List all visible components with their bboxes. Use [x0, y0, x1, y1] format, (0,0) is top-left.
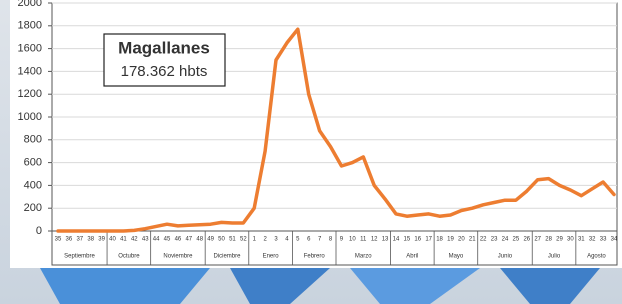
x-tick-label: 22: [480, 237, 487, 243]
page: 0 200 400 600 800 1000 1200 1400 1600 1800 2000 35 3…: [0, 0, 622, 304]
month-label: Junio: [498, 254, 513, 260]
decoration: [230, 268, 330, 304]
chart-background: [10, 0, 622, 268]
month-label: Enero: [263, 254, 280, 260]
y-tick-label: 1800: [18, 20, 42, 32]
y-tick-label: 1600: [18, 43, 42, 55]
x-tick-label: 19: [447, 237, 454, 243]
x-tick-label: 11: [360, 237, 367, 243]
month-label: Octubre: [118, 254, 140, 260]
x-tick-label: 33: [600, 237, 607, 243]
x-tick-label: 43: [142, 237, 149, 243]
month-label: Julio: [548, 254, 561, 260]
x-tick-label: 44: [153, 237, 160, 243]
x-tick-label: 20: [458, 237, 465, 243]
x-tick-label: 46: [175, 237, 182, 243]
x-tick-label: 52: [240, 237, 247, 243]
x-tick-label: 34: [611, 237, 618, 243]
x-tick-label: 18: [436, 237, 443, 243]
x-tick-label: 26: [523, 237, 530, 243]
x-tick-label: 38: [87, 237, 94, 243]
month-label: Diciembre: [213, 254, 241, 260]
x-tick-label: 13: [382, 237, 389, 243]
x-tick-label: 12: [371, 237, 378, 243]
x-tick-label: 24: [502, 237, 509, 243]
y-tick-label: 600: [24, 157, 42, 169]
month-label: Marzo: [355, 254, 372, 260]
month-label: Febrero: [304, 254, 326, 260]
x-tick-label: 14: [393, 237, 400, 243]
y-tick-label: 400: [24, 179, 42, 191]
y-tick-label: 0: [36, 225, 42, 237]
x-tick-label: 10: [349, 237, 356, 243]
y-tick-label: 800: [24, 134, 42, 146]
x-tick-label: 23: [491, 237, 498, 243]
y-tick-label: 1000: [18, 111, 42, 123]
y-tick-label: 1200: [18, 88, 42, 100]
y-tick-label: 2000: [18, 0, 42, 9]
x-tick-label: 39: [98, 237, 105, 243]
x-tick-label: 42: [131, 237, 138, 243]
decoration: [40, 268, 210, 304]
x-tick-label: 48: [196, 237, 203, 243]
decoration: [500, 268, 600, 304]
x-tick-label: 36: [66, 237, 73, 243]
month-label: Abril: [406, 254, 418, 260]
month-label: Agosto: [587, 254, 606, 260]
y-tick-label: 1400: [18, 65, 42, 77]
decoration: [350, 268, 480, 304]
chart: 0 200 400 600 800 1000 1200 1400 1600 1800 2000 35 3…: [0, 0, 622, 304]
x-tick-label: 51: [229, 237, 236, 243]
y-tick-label: 200: [24, 202, 42, 214]
month-label: Noviembre: [163, 254, 193, 260]
x-tick-label: 50: [218, 237, 225, 243]
x-tick-label: 21: [469, 237, 476, 243]
x-tick-label: 28: [545, 237, 552, 243]
month-label: Septiembre: [64, 254, 95, 260]
x-tick-label: 30: [567, 237, 574, 243]
x-tick-label: 15: [404, 237, 411, 243]
x-tick-label: 41: [120, 237, 127, 243]
x-tick-label: 32: [589, 237, 596, 243]
x-tick-label: 40: [109, 237, 116, 243]
x-tick-label: 35: [55, 237, 62, 243]
x-tick-label: 47: [185, 237, 192, 243]
x-tick-label: 25: [513, 237, 520, 243]
annotation-title: Magallanes: [118, 38, 210, 57]
x-tick-label: 17: [425, 237, 432, 243]
x-tick-label: 31: [578, 237, 585, 243]
x-tick-label: 16: [414, 237, 421, 243]
x-tick-label: 29: [556, 237, 563, 243]
x-tick-label: 49: [207, 237, 214, 243]
x-tick-label: 37: [76, 237, 83, 243]
annotation-text: 178.362 hbts: [121, 63, 208, 80]
month-label: Mayo: [449, 254, 464, 260]
x-tick-label: 45: [164, 237, 171, 243]
x-tick-label: 27: [534, 237, 541, 243]
